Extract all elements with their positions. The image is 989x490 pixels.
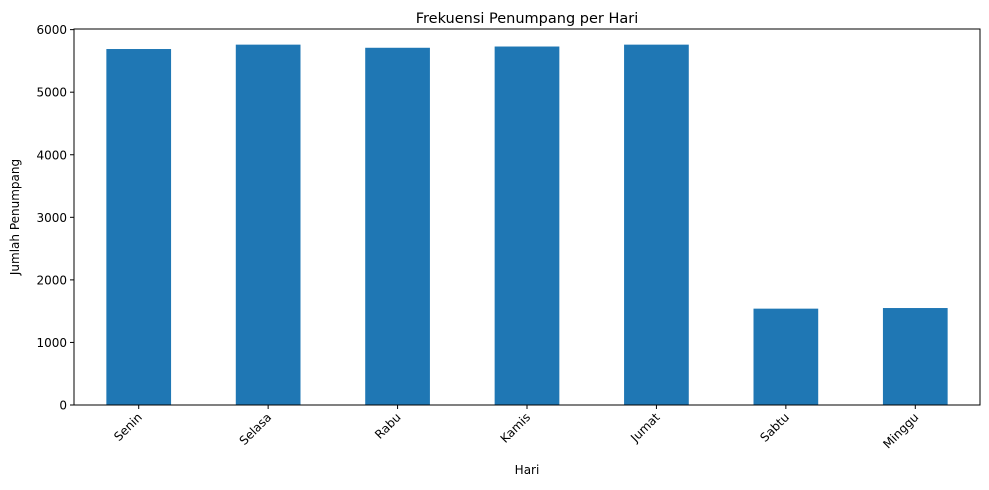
bar-sabtu: [753, 308, 819, 405]
bar-jumat: [624, 44, 689, 405]
y-axis: 0 1000 2000 3000 4000 5000 6000: [36, 23, 74, 413]
y-tick-label: 2000: [36, 273, 67, 287]
y-tick-label: 5000: [36, 86, 67, 100]
bar-minggu: [882, 308, 948, 405]
y-tick-label: 6000: [36, 23, 67, 37]
y-tick-label: 1000: [36, 336, 67, 350]
bars-group: [106, 44, 948, 406]
chart-title: Frekuensi Penumpang per Hari: [416, 11, 639, 27]
y-tick-label: 0: [59, 399, 67, 413]
y-tick-label: 4000: [36, 148, 67, 162]
x-axis-label: Hari: [515, 463, 540, 477]
bar-selasa: [235, 44, 301, 405]
plot-frame: [73, 28, 981, 406]
bar-senin: [106, 49, 172, 406]
bar-kamis: [494, 46, 560, 406]
y-axis-label: Jumlah Penumpang: [8, 159, 22, 276]
y-tick-label: 3000: [36, 211, 67, 225]
bar-rabu: [365, 47, 430, 406]
